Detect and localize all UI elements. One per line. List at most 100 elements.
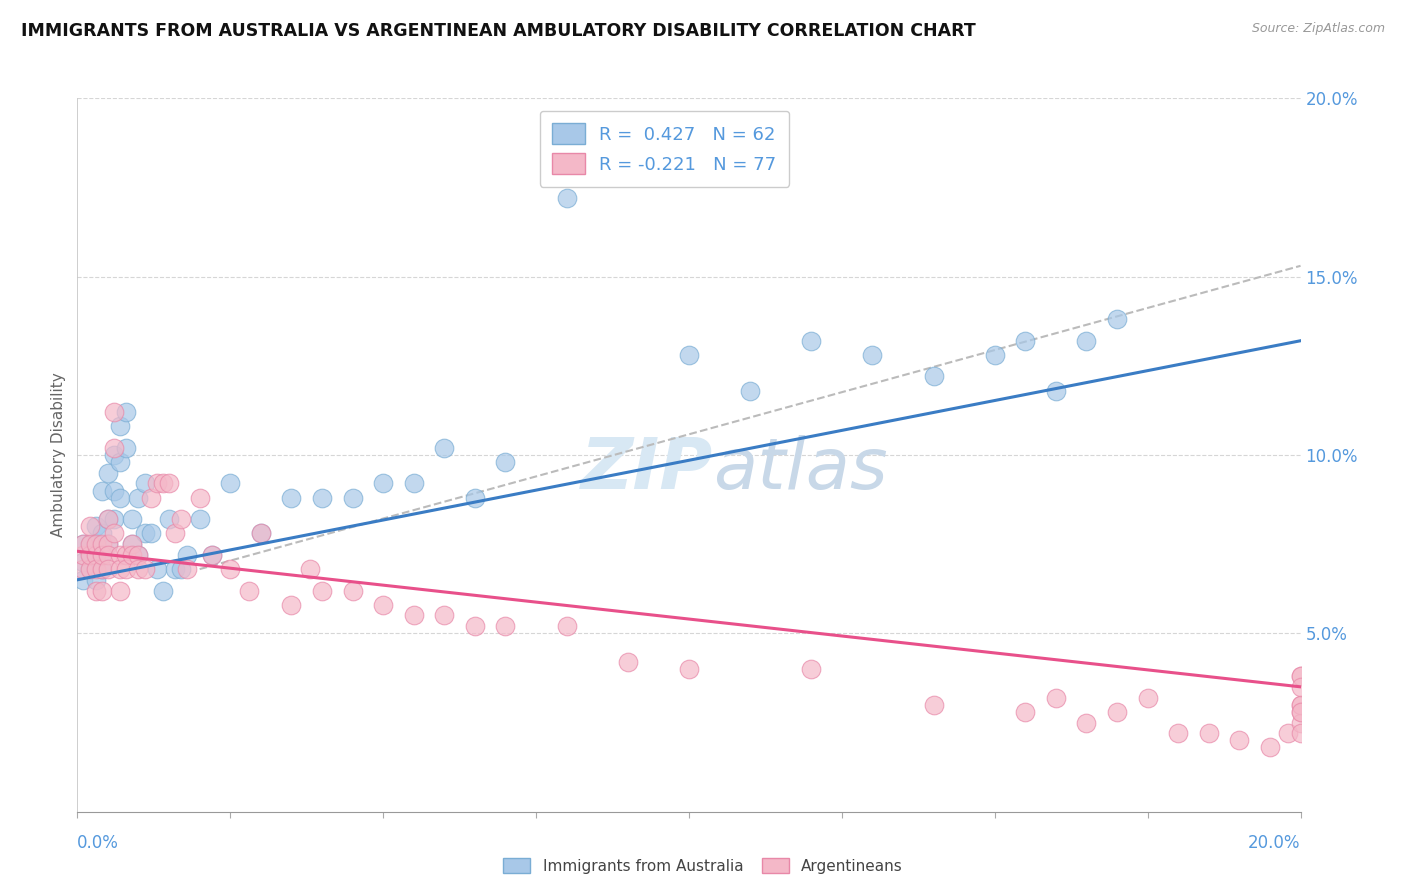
Point [97, 562, 120, 576]
Point [1289, 705, 1312, 719]
Point [127, 548, 149, 562]
Point [103, 448, 125, 462]
Point [1107, 705, 1129, 719]
Point [72, 537, 94, 551]
Point [103, 526, 125, 541]
Point [464, 619, 486, 633]
Point [127, 562, 149, 576]
Point [79, 537, 101, 551]
Point [72, 555, 94, 569]
Point [1289, 669, 1312, 683]
Text: Source: ZipAtlas.com: Source: ZipAtlas.com [1251, 22, 1385, 36]
Point [555, 619, 578, 633]
Point [1045, 384, 1067, 398]
Point [103, 512, 125, 526]
Point [250, 526, 273, 541]
Point [79, 562, 101, 576]
Text: 20.0%: 20.0% [1249, 834, 1301, 852]
Point [72, 562, 94, 576]
Point [922, 698, 945, 712]
Point [115, 441, 138, 455]
Point [79, 519, 101, 533]
Point [84, 555, 107, 569]
Point [121, 548, 143, 562]
Point [800, 662, 823, 676]
Point [84, 573, 107, 587]
Point [1167, 726, 1189, 740]
Point [371, 476, 394, 491]
Point [90, 548, 112, 562]
Point [342, 491, 364, 505]
Point [90, 562, 112, 576]
Point [90, 548, 112, 562]
Point [108, 455, 131, 469]
Point [165, 526, 187, 541]
Legend: R =  0.427   N = 62, R = -0.221   N = 77: R = 0.427 N = 62, R = -0.221 N = 77 [540, 111, 789, 186]
Point [90, 537, 112, 551]
Point [121, 537, 143, 551]
Point [90, 583, 112, 598]
Point [121, 537, 143, 551]
Point [188, 491, 211, 505]
Point [342, 583, 364, 598]
Point [108, 562, 131, 576]
Point [115, 562, 138, 576]
Point [1076, 715, 1098, 730]
Point [115, 548, 138, 562]
Point [84, 537, 107, 551]
Point [152, 476, 174, 491]
Point [103, 483, 125, 498]
Legend: Immigrants from Australia, Argentineans: Immigrants from Australia, Argentineans [496, 852, 910, 880]
Point [219, 562, 242, 576]
Point [97, 537, 120, 551]
Point [79, 548, 101, 562]
Point [103, 405, 125, 419]
Point [250, 526, 273, 541]
Point [97, 537, 120, 551]
Text: 0.0%: 0.0% [77, 834, 120, 852]
Point [127, 491, 149, 505]
Point [84, 537, 107, 551]
Point [97, 548, 120, 562]
Point [984, 348, 1007, 362]
Point [1198, 726, 1220, 740]
Point [134, 562, 156, 576]
Point [157, 512, 180, 526]
Point [115, 405, 138, 419]
Point [1289, 726, 1312, 740]
Text: ZIP: ZIP [581, 434, 713, 504]
Text: IMMIGRANTS FROM AUSTRALIA VS ARGENTINEAN AMBULATORY DISABILITY CORRELATION CHART: IMMIGRANTS FROM AUSTRALIA VS ARGENTINEAN… [21, 22, 976, 40]
Point [740, 384, 762, 398]
Point [219, 476, 242, 491]
Text: atlas: atlas [713, 434, 889, 504]
Point [1289, 698, 1312, 712]
Point [97, 512, 120, 526]
Point [157, 476, 180, 491]
Point [108, 583, 131, 598]
Point [1277, 726, 1299, 740]
Point [402, 608, 425, 623]
Point [84, 583, 107, 598]
Point [139, 491, 162, 505]
Point [152, 583, 174, 598]
Point [134, 526, 156, 541]
Point [402, 476, 425, 491]
Y-axis label: Ambulatory Disability: Ambulatory Disability [51, 373, 66, 537]
Point [84, 548, 107, 562]
Point [84, 519, 107, 533]
Point [103, 441, 125, 455]
Point [165, 562, 187, 576]
Point [108, 491, 131, 505]
Point [678, 348, 700, 362]
Point [617, 155, 640, 169]
Point [146, 562, 169, 576]
Point [922, 369, 945, 384]
Point [678, 662, 700, 676]
Point [495, 619, 517, 633]
Point [72, 537, 94, 551]
Point [108, 548, 131, 562]
Point [170, 512, 193, 526]
Point [134, 476, 156, 491]
Point [1289, 715, 1312, 730]
Point [298, 562, 321, 576]
